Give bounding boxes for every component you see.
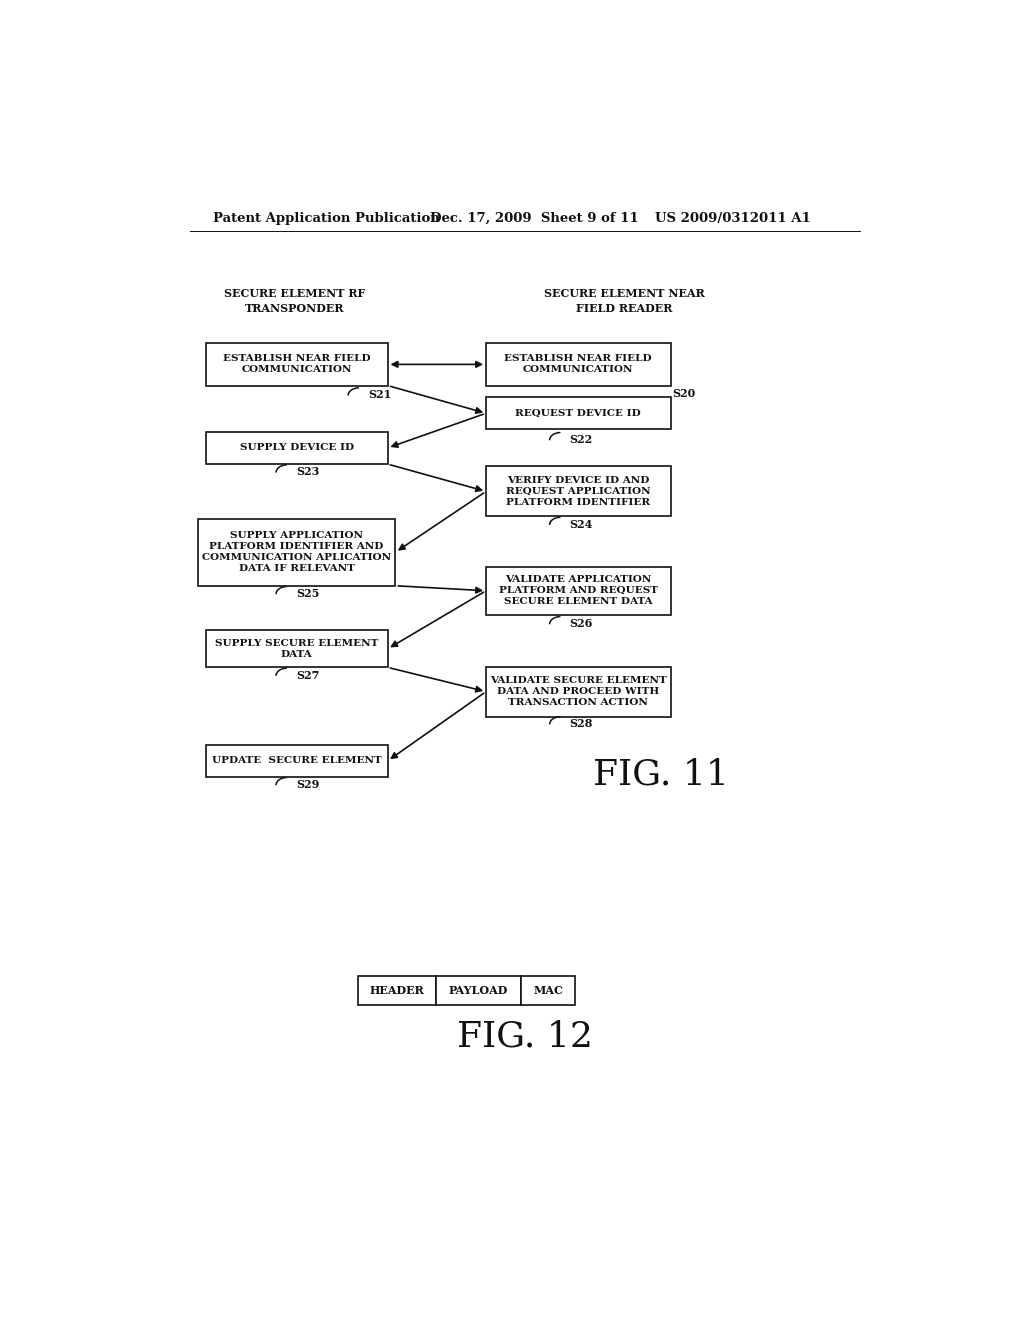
Text: S22: S22 — [569, 434, 593, 445]
Bar — [198, 519, 395, 586]
Text: S26: S26 — [569, 618, 593, 630]
Bar — [486, 566, 671, 615]
Bar — [358, 977, 435, 1006]
Bar — [206, 432, 388, 465]
Text: US 2009/0312011 A1: US 2009/0312011 A1 — [655, 213, 811, 224]
Text: ESTABLISH NEAR FIELD
COMMUNICATION: ESTABLISH NEAR FIELD COMMUNICATION — [505, 354, 652, 375]
Bar — [206, 744, 388, 776]
Bar — [486, 343, 671, 385]
Text: SECURE ELEMENT RF
TRANSPONDER: SECURE ELEMENT RF TRANSPONDER — [224, 288, 366, 314]
Bar — [206, 631, 388, 668]
Text: VERIFY DEVICE ID AND
REQUEST APPLICATION
PLATFORM IDENTIFIER: VERIFY DEVICE ID AND REQUEST APPLICATION… — [506, 475, 650, 507]
Text: SUPPLY DEVICE ID: SUPPLY DEVICE ID — [240, 444, 353, 453]
Bar — [206, 343, 388, 385]
Text: S20: S20 — [672, 388, 695, 399]
Text: MAC: MAC — [534, 985, 563, 997]
Text: FIG. 11: FIG. 11 — [593, 758, 729, 792]
Bar — [486, 466, 671, 516]
Text: UPDATE  SECURE ELEMENT: UPDATE SECURE ELEMENT — [212, 756, 381, 766]
Bar — [486, 667, 671, 717]
Bar — [521, 977, 575, 1006]
Text: S27: S27 — [296, 669, 319, 681]
Text: PAYLOAD: PAYLOAD — [449, 985, 508, 997]
Text: S21: S21 — [369, 389, 391, 400]
Bar — [486, 397, 671, 429]
Bar — [435, 977, 521, 1006]
Text: SUPPLY SECURE ELEMENT
DATA: SUPPLY SECURE ELEMENT DATA — [215, 639, 378, 659]
Text: FIG. 12: FIG. 12 — [457, 1019, 593, 1053]
Text: HEADER: HEADER — [370, 985, 424, 997]
Text: S28: S28 — [569, 718, 593, 729]
Text: Dec. 17, 2009  Sheet 9 of 11: Dec. 17, 2009 Sheet 9 of 11 — [430, 213, 639, 224]
Text: S24: S24 — [569, 519, 593, 529]
Text: VALIDATE SECURE ELEMENT
DATA AND PROCEED WITH
TRANSACTION ACTION: VALIDATE SECURE ELEMENT DATA AND PROCEED… — [489, 676, 667, 708]
Text: Patent Application Publication: Patent Application Publication — [213, 213, 440, 224]
Text: ESTABLISH NEAR FIELD
COMMUNICATION: ESTABLISH NEAR FIELD COMMUNICATION — [223, 354, 371, 375]
Text: SECURE ELEMENT NEAR
FIELD READER: SECURE ELEMENT NEAR FIELD READER — [544, 288, 705, 314]
Text: SUPPLY APPLICATION
PLATFORM IDENTIFIER AND
COMMUNICATION APLICATION
DATA IF RELE: SUPPLY APPLICATION PLATFORM IDENTIFIER A… — [202, 531, 391, 573]
Text: S25: S25 — [296, 589, 319, 599]
Text: S23: S23 — [296, 466, 319, 478]
Text: S29: S29 — [296, 779, 319, 789]
Text: REQUEST DEVICE ID: REQUEST DEVICE ID — [515, 409, 641, 417]
Text: VALIDATE APPLICATION
PLATFORM AND REQUEST
SECURE ELEMENT DATA: VALIDATE APPLICATION PLATFORM AND REQUES… — [499, 576, 657, 606]
